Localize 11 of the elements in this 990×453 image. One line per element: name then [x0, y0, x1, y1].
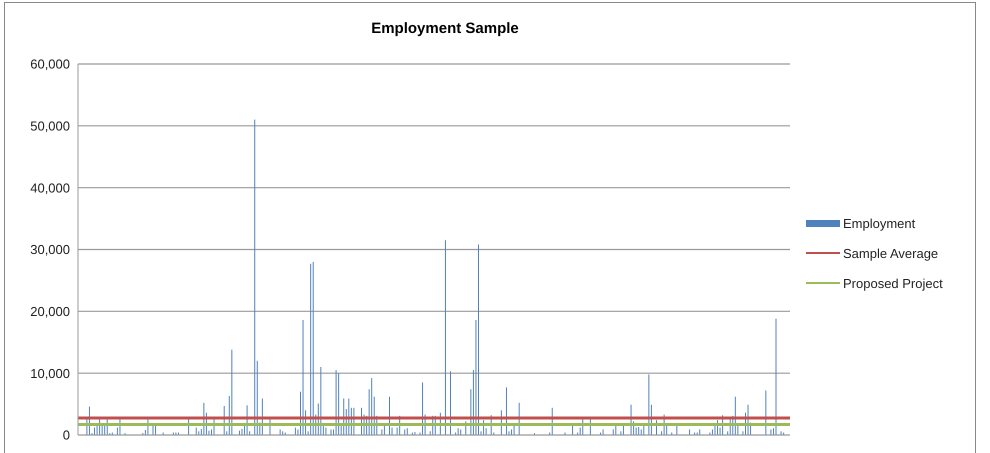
- legend-label: Employment: [843, 216, 916, 230]
- y-tick-label: 30,000: [30, 242, 70, 258]
- y-tick-label: 10,000: [30, 366, 70, 381]
- y-tick-label: 20,000: [30, 304, 70, 319]
- chart-title: Employment Sample: [370, 20, 520, 37]
- legend-label: Sample Average: [843, 246, 938, 260]
- y-tick-label: 0: [62, 428, 70, 443]
- y-tick-label: 60,000: [30, 56, 70, 72]
- y-tick-label: 40,000: [30, 180, 70, 196]
- legend-label: Proposed Project: [843, 276, 943, 290]
- y-tick-label: 50,000: [30, 118, 70, 134]
